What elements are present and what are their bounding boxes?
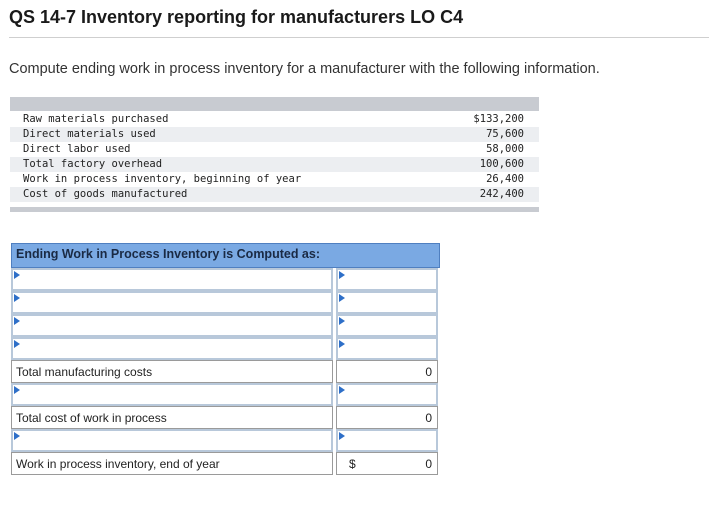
label-dropdown-2[interactable]	[11, 291, 333, 314]
amount-input-3[interactable]	[336, 314, 438, 337]
dropdown-arrow-icon	[339, 294, 345, 302]
dropdown-arrow-icon	[339, 317, 345, 325]
amount-input-5[interactable]	[336, 383, 438, 406]
total-manufacturing-value: 0	[425, 365, 432, 379]
label-dropdown-5[interactable]	[11, 383, 333, 406]
dropdown-arrow-icon	[14, 386, 20, 394]
dropdown-arrow-icon	[339, 432, 345, 440]
total-cost-wip-value: 0	[425, 411, 432, 425]
total-manufacturing-label: Total manufacturing costs	[16, 365, 153, 379]
info-value: 100,600	[479, 158, 524, 170]
currency-symbol: $	[349, 457, 356, 471]
info-row-factory-overhead: Total factory overhead 100,600	[10, 157, 539, 172]
dropdown-arrow-icon	[14, 317, 20, 325]
dropdown-arrow-icon	[339, 271, 345, 279]
total-manufacturing-value-cell: 0	[336, 360, 438, 383]
dropdown-arrow-icon	[14, 432, 20, 440]
total-cost-wip-label-cell: Total cost of work in process	[11, 406, 333, 429]
info-label: Direct materials used	[23, 128, 156, 140]
input-row-3	[11, 314, 440, 337]
info-row-direct-materials: Direct materials used 75,600	[10, 127, 539, 142]
label-dropdown-6[interactable]	[11, 429, 333, 452]
dropdown-arrow-icon	[339, 340, 345, 348]
given-information-table: Raw materials purchased $133,200 Direct …	[10, 97, 539, 214]
dropdown-arrow-icon	[14, 271, 20, 279]
info-value: 75,600	[486, 128, 524, 140]
info-table-top-band	[10, 97, 539, 111]
wip-end-row: Work in process inventory, end of year $…	[11, 452, 440, 475]
amount-input-6[interactable]	[336, 429, 438, 452]
info-label: Direct labor used	[23, 143, 131, 155]
wip-end-label: Work in process inventory, end of year	[16, 457, 220, 471]
total-cost-wip-row: Total cost of work in process 0	[11, 406, 440, 429]
info-value: 58,000	[486, 143, 524, 155]
label-dropdown-4[interactable]	[11, 337, 333, 360]
amount-input-2[interactable]	[336, 291, 438, 314]
wip-end-value-cell: $ 0	[336, 452, 438, 475]
info-value: $133,200	[473, 113, 524, 125]
total-cost-wip-label: Total cost of work in process	[16, 411, 167, 425]
info-row-cogm: Cost of goods manufactured 242,400	[10, 187, 539, 202]
page-title: QS 14-7 Inventory reporting for manufact…	[9, 7, 464, 27]
info-label: Cost of goods manufactured	[23, 188, 188, 200]
total-manufacturing-row: Total manufacturing costs 0	[11, 360, 440, 383]
input-row-4	[11, 337, 440, 360]
instruction-text: Compute ending work in process inventory…	[9, 61, 600, 77]
label-dropdown-3[interactable]	[11, 314, 333, 337]
wip-end-label-cell: Work in process inventory, end of year	[11, 452, 333, 475]
info-label: Raw materials purchased	[23, 113, 169, 125]
info-row-direct-labor: Direct labor used 58,000	[10, 142, 539, 157]
total-cost-wip-value-cell: 0	[336, 406, 438, 429]
info-table-bottom-band	[10, 207, 539, 212]
info-row-wip-beginning: Work in process inventory, beginning of …	[10, 172, 539, 187]
input-row-2	[11, 291, 440, 314]
dropdown-arrow-icon	[14, 294, 20, 302]
worksheet-heading: Ending Work in Process Inventory is Comp…	[11, 243, 440, 268]
input-row-5	[11, 383, 440, 406]
dropdown-arrow-icon	[339, 386, 345, 394]
info-label: Work in process inventory, beginning of …	[23, 173, 302, 185]
dropdown-arrow-icon	[14, 340, 20, 348]
info-value: 26,400	[486, 173, 524, 185]
info-label: Total factory overhead	[23, 158, 163, 170]
total-manufacturing-label-cell: Total manufacturing costs	[11, 360, 333, 383]
divider	[9, 37, 709, 38]
input-row-6	[11, 429, 440, 452]
amount-input-4[interactable]	[336, 337, 438, 360]
worksheet-heading-text: Ending Work in Process Inventory is Comp…	[16, 247, 320, 261]
input-row-1	[11, 268, 440, 291]
info-value: 242,400	[479, 188, 524, 200]
amount-input-1[interactable]	[336, 268, 438, 291]
wip-end-value: 0	[425, 457, 432, 471]
info-row-raw-materials: Raw materials purchased $133,200	[10, 112, 539, 127]
label-dropdown-1[interactable]	[11, 268, 333, 291]
